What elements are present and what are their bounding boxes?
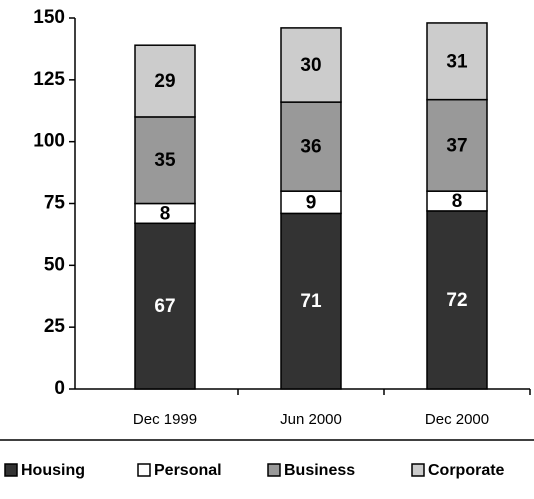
data-label: 30	[300, 55, 321, 76]
bar-segment	[134, 222, 196, 390]
bar-segment	[280, 212, 342, 390]
y-tick-label: 75	[44, 193, 66, 214]
x-tick-label: Dec 2000	[425, 411, 489, 428]
data-label: 72	[446, 290, 467, 311]
bar-segment	[280, 101, 342, 192]
legend-label: Housing	[21, 462, 85, 479]
y-tick-label: 25	[44, 316, 66, 337]
bar-segment	[134, 44, 196, 118]
data-label: 71	[300, 291, 322, 312]
legend-swatch	[267, 463, 281, 477]
bar-segment	[426, 22, 488, 101]
data-label: 36	[300, 137, 321, 158]
x-tick-label: Jun 2000	[280, 411, 342, 428]
legend-swatch	[4, 463, 18, 477]
data-label: 29	[154, 71, 175, 92]
legend-label: Business	[284, 462, 355, 479]
legend-label: Corporate	[428, 462, 505, 479]
legend-swatch	[411, 463, 425, 477]
x-tick-label: Dec 1999	[133, 411, 197, 428]
y-tick-label: 125	[33, 69, 65, 90]
data-label: 31	[446, 51, 468, 72]
legend-label: Personal	[154, 462, 222, 479]
legend-swatch	[137, 463, 151, 477]
data-label: 67	[154, 296, 175, 317]
data-label: 37	[446, 135, 467, 156]
bar-segment	[134, 116, 196, 205]
data-label: 35	[154, 150, 176, 171]
bar-segment	[426, 210, 488, 390]
data-label: 9	[306, 192, 317, 213]
y-tick-label: 150	[33, 7, 65, 28]
bar-segment	[280, 27, 342, 103]
y-tick-label: 100	[33, 131, 65, 152]
bar-segment	[426, 98, 488, 192]
y-tick-label: 50	[44, 254, 65, 275]
data-label: 8	[160, 203, 171, 224]
y-tick-label: 0	[54, 378, 65, 399]
data-label: 8	[452, 191, 463, 212]
